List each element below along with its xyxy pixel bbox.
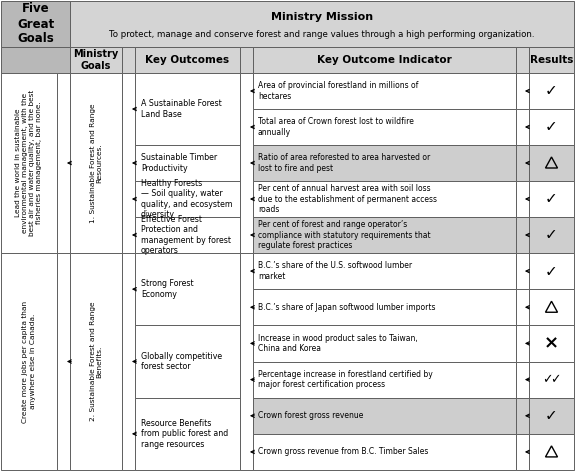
Bar (516, 325, 529, 362)
Text: A Sustainable Forest
Land Base: A Sustainable Forest Land Base (141, 99, 222, 119)
Bar (253, 325, 516, 362)
Text: ✓: ✓ (545, 120, 558, 135)
Bar (529, 434, 574, 470)
Text: ✓: ✓ (542, 373, 553, 386)
Text: Crown forest gross revenue: Crown forest gross revenue (258, 411, 363, 420)
Text: ✓: ✓ (545, 83, 558, 98)
Bar (135, 47, 240, 73)
Bar (516, 398, 529, 434)
Text: Healthy Forests
— Soil quality, water
quality, and ecosystem
diversity: Healthy Forests — Soil quality, water qu… (141, 179, 232, 219)
Text: Crown gross revenue from B.C. Timber Sales: Crown gross revenue from B.C. Timber Sal… (258, 447, 428, 456)
Bar (70, 253, 122, 470)
Text: Lead the world in sustainable
environmental management, with the
best air and wa: Lead the world in sustainable environmen… (16, 90, 43, 236)
Text: B.C.’s share of the U.S. softwood lumber
market: B.C.’s share of the U.S. softwood lumber… (258, 261, 412, 281)
Bar (253, 362, 516, 398)
Bar (253, 217, 516, 253)
Text: Ratio of area reforested to area harvested or
lost to fire and pest: Ratio of area reforested to area harvest… (258, 153, 430, 173)
Bar (135, 398, 240, 470)
Text: Increase in wood product sales to Taiwan,
China and Korea: Increase in wood product sales to Taiwan… (258, 334, 418, 353)
Bar (516, 253, 529, 289)
Text: Resource Benefits
from public forest and
range resources: Resource Benefits from public forest and… (141, 419, 228, 449)
Bar (253, 253, 516, 289)
Text: Ministry Mission: Ministry Mission (271, 12, 373, 22)
Bar (529, 181, 574, 217)
Text: ✓: ✓ (545, 264, 558, 278)
Bar (70, 1, 574, 47)
Bar (253, 47, 516, 73)
Bar (516, 362, 529, 398)
Bar (122, 47, 135, 73)
Bar (516, 145, 529, 181)
Bar (135, 217, 240, 253)
Text: Key Outcome Indicator: Key Outcome Indicator (317, 55, 452, 65)
Text: Ministry
Goals: Ministry Goals (74, 49, 118, 71)
Text: Strong Forest
Economy: Strong Forest Economy (141, 279, 194, 299)
Bar (253, 181, 516, 217)
Bar (529, 289, 574, 325)
Bar (135, 253, 240, 325)
Text: 2. Sustainable Forest and Range
Benefits.: 2. Sustainable Forest and Range Benefits… (90, 302, 102, 421)
Bar (1, 1, 70, 47)
Bar (529, 73, 574, 109)
Text: Per cent of annual harvest area with soil loss
due to the establishment of perma: Per cent of annual harvest area with soi… (258, 184, 437, 214)
Bar (240, 47, 253, 73)
Text: ✓: ✓ (545, 227, 558, 243)
Bar (253, 109, 516, 145)
Text: Sustainable Timber
Productivity: Sustainable Timber Productivity (141, 153, 217, 173)
Bar (529, 217, 574, 253)
Bar (516, 217, 529, 253)
Bar (529, 253, 574, 289)
Bar (516, 289, 529, 325)
Text: Effective Forest
Protection and
management by forest
operators: Effective Forest Protection and manageme… (141, 215, 231, 255)
Text: Area of provincial forestland in millions of
hectares: Area of provincial forestland in million… (258, 81, 419, 101)
Bar (135, 73, 240, 145)
Bar (529, 362, 574, 398)
Bar (253, 434, 516, 470)
Bar (135, 145, 240, 181)
Bar (253, 145, 516, 181)
Bar (516, 434, 529, 470)
Bar (529, 109, 574, 145)
Bar (57, 73, 70, 253)
Bar (70, 47, 122, 73)
Bar (1, 47, 70, 73)
Bar (529, 398, 574, 434)
Text: Percentage increase in forestland certified by
major forest certification proces: Percentage increase in forestland certif… (258, 370, 433, 390)
Text: Globally competitive
forest sector: Globally competitive forest sector (141, 352, 222, 371)
Bar (516, 47, 529, 73)
Text: Create more jobs per capita than
anywhere else in Canada.: Create more jobs per capita than anywher… (22, 300, 36, 422)
Text: B.C.’s share of Japan softwood lumber imports: B.C.’s share of Japan softwood lumber im… (258, 303, 435, 312)
Bar (70, 73, 122, 253)
Bar (122, 253, 135, 470)
Bar (516, 73, 529, 109)
Bar (253, 398, 516, 434)
Text: ✓: ✓ (550, 373, 561, 386)
Text: 1. Sustainable Forest and Range
Resources.: 1. Sustainable Forest and Range Resource… (90, 103, 102, 223)
Bar (516, 181, 529, 217)
Text: Per cent of forest and range operator’s
compliance with statutory requirements t: Per cent of forest and range operator’s … (258, 220, 431, 250)
Bar (240, 73, 253, 253)
Bar (57, 253, 70, 470)
Text: Key Outcomes: Key Outcomes (145, 55, 229, 65)
Bar (240, 253, 253, 470)
Text: ×: × (544, 334, 559, 352)
Bar (135, 325, 240, 398)
Bar (529, 325, 574, 362)
Text: Five
Great
Goals: Five Great Goals (17, 2, 54, 46)
Bar (135, 181, 240, 217)
Text: ✓: ✓ (545, 192, 558, 206)
Bar (122, 73, 135, 253)
Bar (253, 73, 516, 109)
Bar (516, 109, 529, 145)
Bar (529, 145, 574, 181)
Bar (253, 289, 516, 325)
Bar (1, 73, 57, 253)
Text: Results: Results (530, 55, 573, 65)
Text: Total area of Crown forest lost to wildfire
annually: Total area of Crown forest lost to wildf… (258, 117, 414, 137)
Bar (529, 47, 574, 73)
Text: ✓: ✓ (545, 408, 558, 423)
Text: To protect, manage and conserve forest and range values through a high performin: To protect, manage and conserve forest a… (109, 30, 535, 39)
Bar (1, 253, 57, 470)
